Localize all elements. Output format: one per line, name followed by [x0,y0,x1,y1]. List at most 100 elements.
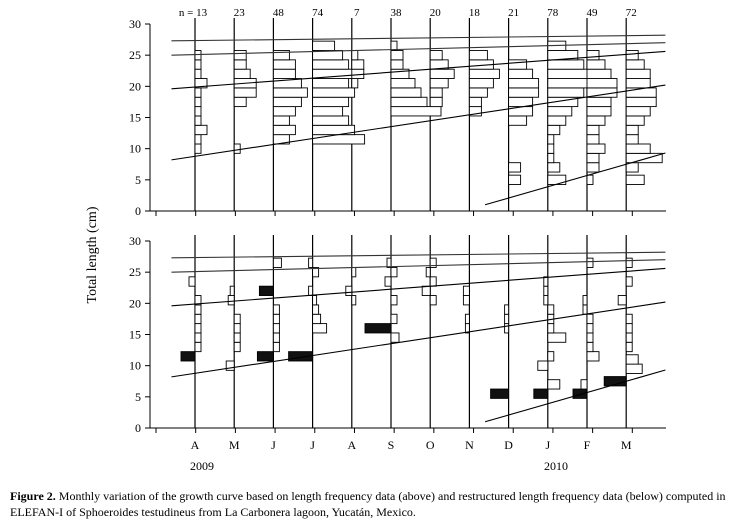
frequency-bar [508,87,540,98]
frequency-bar [312,267,320,278]
frequency-bar [543,285,549,296]
frequency-bar [508,174,522,185]
frequency-bar [547,152,555,164]
frequency-bar [547,304,555,315]
frequency-bar [390,78,416,89]
frequency-bar [547,351,555,362]
frequency-bar [312,59,350,70]
caption-figure-number: Figure 2. [10,489,56,503]
frequency-bar [194,134,202,145]
frequency-bar [586,50,600,61]
frequency-bar [625,59,645,70]
frequency-bar [312,87,356,98]
frequency-bar [586,115,606,126]
frequency-bar [625,115,645,126]
frequency-bar [227,295,235,306]
y-tick-label: 15 [129,111,141,125]
year-label-2010: 2010 [544,459,568,473]
frequency-bar [233,87,257,98]
frequency-bar [429,50,443,61]
sample-size-label: 74 [312,7,324,19]
frequency-bar [272,332,280,343]
frequency-bar [547,124,561,136]
frequency-bar [533,388,549,399]
frequency-bar [233,332,241,343]
frequency-bar [625,257,633,268]
frequency-bar [429,295,437,306]
frequency-bar [547,106,573,117]
frequency-bar [468,68,500,79]
frequency-bar [625,143,651,154]
sample-size-label: 23 [234,7,246,19]
month-label: A [191,438,200,452]
frequency-bar [586,257,594,268]
frequency-bar [429,87,443,98]
sample-size-label: 78 [547,7,559,19]
frequency-bar [229,285,235,296]
frequency-bar [429,96,443,108]
growth-curve [171,42,666,56]
frequency-bar [468,50,488,61]
frequency-bar [390,295,398,306]
month-label: D [504,438,513,452]
frequency-bar [508,59,528,70]
top-panel-length-frequency: 0 5 10 15 20 25 30 n = 13 23 48 74 7 38 20 18 21 78 49 72 [129,7,666,218]
frequency-bar [351,50,359,61]
frequency-bar [429,68,455,79]
frequency-bar [194,304,202,315]
frequency-bar [194,124,208,136]
frequency-bar [194,50,202,61]
frequency-bar [225,360,235,371]
frequency-bar [586,351,600,362]
frequency-bar [508,162,522,173]
frequency-bar [547,143,555,154]
month-label: J [545,438,550,452]
month-label: S [388,438,395,452]
frequency-bar [625,106,651,117]
frequency-bar [351,295,357,306]
frequency-bar [625,78,651,89]
caption-text: Monthly variation of the growth curve ba… [10,489,726,519]
frequency-bar [625,124,639,136]
frequency-bar [272,68,296,79]
frequency-bar [429,276,437,287]
frequency-bar [625,354,639,365]
frequency-bar [462,285,470,296]
frequency-bar [582,304,588,315]
frequency-bar [504,304,510,315]
frequency-bar [572,388,588,399]
y-tick-label: 10 [129,142,141,156]
frequency-bar [543,295,549,306]
frequency-bar [504,323,510,334]
frequency-bar [288,351,314,362]
frequency-bar [586,152,600,164]
month-label: O [426,438,435,452]
growth-curve [484,152,666,206]
month-label: J [271,438,276,452]
frequency-bar [194,323,202,334]
frequency-bar [547,59,585,70]
frequency-bar [312,115,350,126]
frequency-bar [390,59,404,70]
frequency-bar [421,285,431,296]
y-tick-label: 30 [129,17,141,31]
frequency-bar [582,295,588,306]
frequency-bar [547,332,567,343]
frequency-bar [312,78,350,89]
frequency-bar [547,134,555,145]
growth-curve [171,84,666,161]
frequency-bar [351,59,365,70]
frequency-bar [625,68,651,79]
frequency-bar [233,50,247,61]
frequency-bar [586,96,612,108]
frequency-bar [425,267,431,278]
frequency-bar [272,124,296,136]
y-tick-label: 25 [129,48,141,62]
frequency-bar [233,59,247,70]
frequency-bar [272,323,280,334]
frequency-bar [384,276,392,287]
frequency-bar [537,360,549,371]
y-tick-label: 0 [135,421,141,435]
frequency-bar [508,115,528,126]
frequency-bar [625,174,645,185]
